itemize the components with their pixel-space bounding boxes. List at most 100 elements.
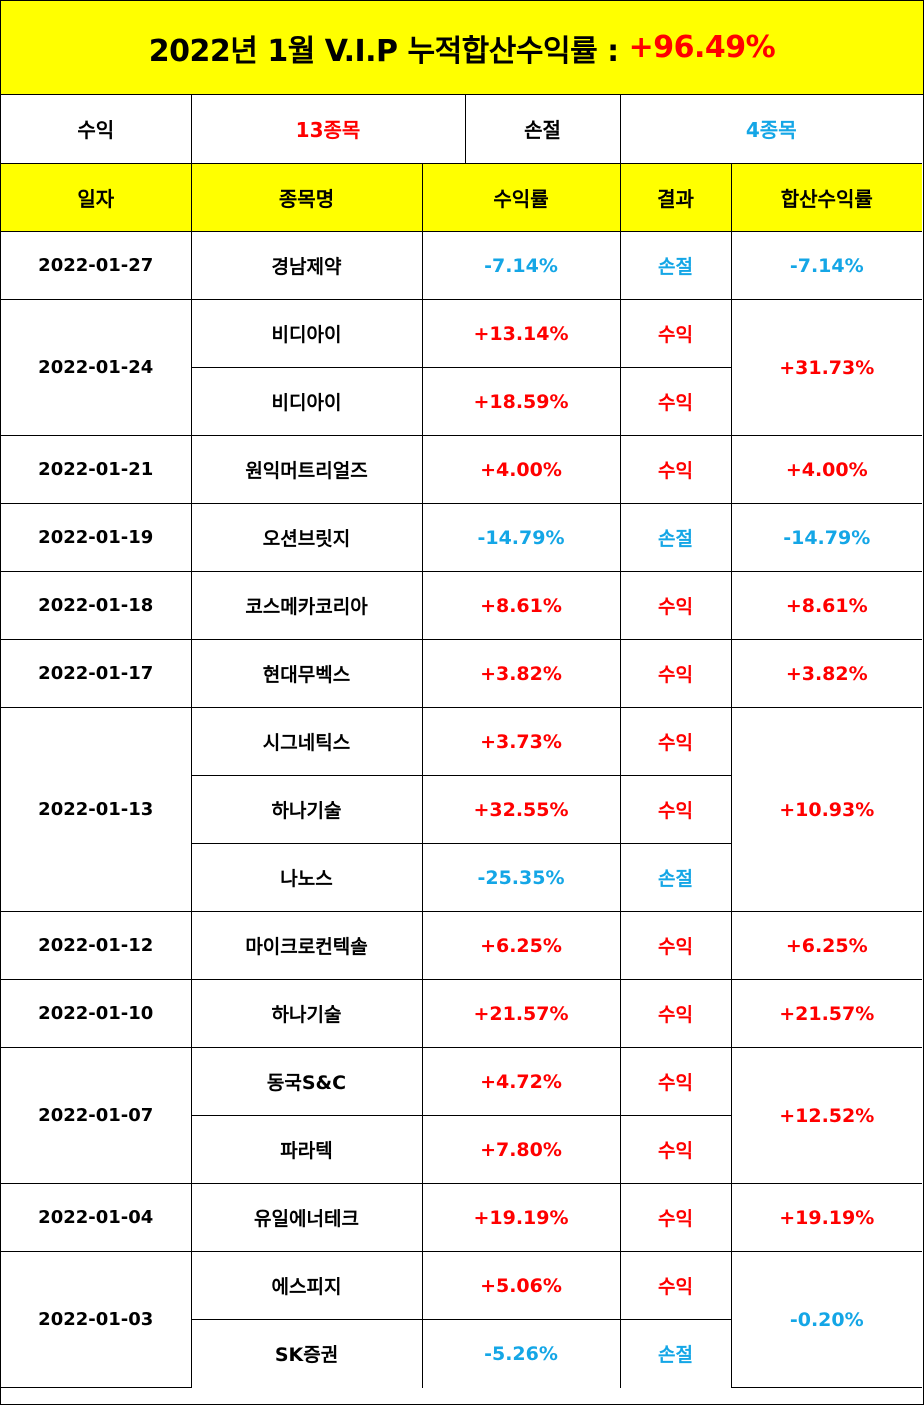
header-date: 일자	[1, 163, 192, 232]
summary-row: 수익 13종목 손절 4종목	[1, 95, 922, 164]
return-rate: +21.57%	[421, 979, 621, 1048]
combined-return: +10.93%	[730, 707, 922, 912]
trade-result: 수익	[619, 1047, 732, 1116]
trade-result: 수익	[619, 979, 732, 1048]
trade-result: 수익	[619, 1251, 732, 1320]
table-row: SK증권 -5.26% 손절	[1, 1319, 922, 1388]
table-row: 2022-01-13 시그네틱스 +3.73% 수익 +10.93%	[1, 707, 922, 912]
stock-name: 하나기술	[191, 775, 423, 844]
table-row: 2022-01-12 마이크로컨텍솔 +6.25% 수익 +6.25%	[1, 911, 922, 980]
stock-name: 비디아이	[190, 299, 423, 368]
page-title: 2022년 1월 V.I.P 누적합산수익률 : +96.49%	[1, 1, 923, 95]
profit-label: 수익	[1, 95, 192, 164]
stock-name: 동국S&C	[190, 1047, 423, 1116]
combined-return: +3.82%	[730, 639, 922, 708]
stock-name: 원익머트리얼즈	[190, 435, 423, 504]
trades-body: 일자 종목명 수익률 결과 합산수익률 2022-01-27 경남제약 -7.14%…	[1, 163, 922, 1388]
table-row: 2022-01-24 비디아이 +13.14% 수익 +31.73%	[1, 299, 922, 436]
table-row: 2022-01-19 오션브릿지 -14.79% 손절 -14.79%	[1, 503, 922, 572]
combined-return: +21.57%	[730, 979, 922, 1048]
combined-return: +31.73%	[730, 299, 922, 436]
return-rate: -14.79%	[421, 503, 621, 572]
trade-date: 2022-01-03	[1, 1251, 192, 1388]
stock-name: 경남제약	[190, 231, 423, 300]
stock-name: 비디아이	[191, 367, 423, 436]
combined-return: -7.14%	[730, 231, 922, 300]
trade-result: 손절	[619, 503, 732, 572]
trade-date: 2022-01-04	[1, 1183, 192, 1252]
combined-return: -14.79%	[730, 503, 922, 572]
trade-result: 수익	[619, 639, 732, 708]
return-rate: +32.55%	[421, 775, 621, 844]
loss-label: 손절	[464, 95, 621, 164]
return-rate: +3.82%	[421, 639, 621, 708]
table-row: 2022-01-10 하나기술 +21.57% 수익 +21.57%	[1, 979, 922, 1048]
trade-date: 2022-01-07	[1, 1047, 192, 1184]
stock-name: 마이크로컨텍솔	[190, 911, 423, 980]
trade-result: 수익	[619, 911, 732, 980]
table-row: 파라텍 +7.80% 수익	[1, 1115, 922, 1184]
table-row: 2022-01-07 동국S&C +4.72% 수익 +12.52%	[1, 1047, 922, 1184]
trade-result: 수익	[619, 435, 732, 504]
combined-return: +19.19%	[730, 1183, 922, 1252]
table-row: 비디아이 +18.59% 수익	[1, 367, 922, 436]
trade-date: 2022-01-12	[1, 911, 192, 980]
header-total: 합산수익률	[730, 163, 922, 232]
stock-name: SK증권	[191, 1319, 423, 1388]
table-row: 2022-01-17 현대무벡스 +3.82% 수익 +3.82%	[1, 639, 922, 708]
stock-name: 파라텍	[191, 1115, 423, 1184]
trade-date: 2022-01-10	[1, 979, 192, 1048]
return-rate: +18.59%	[421, 367, 621, 436]
header-rate: 수익률	[421, 163, 621, 232]
return-rate: +13.14%	[421, 299, 621, 368]
trade-result: 손절	[619, 843, 731, 912]
table-row: 하나기술 +32.55% 수익	[1, 775, 922, 844]
trades-table: 일자 종목명 수익률 결과 합산수익률 2022-01-27 경남제약 -7.14%…	[1, 163, 922, 1388]
trade-result: 손절	[619, 231, 732, 300]
stock-name: 시그네틱스	[190, 707, 423, 776]
return-rate: +19.19%	[421, 1183, 621, 1252]
trade-result: 수익	[619, 299, 732, 368]
trade-result: 수익	[619, 1115, 731, 1184]
combined-return: +8.61%	[730, 571, 922, 640]
table-row: 2022-01-04 유일에너테크 +19.19% 수익 +19.19%	[1, 1183, 922, 1252]
combined-return: +6.25%	[730, 911, 922, 980]
loss-count: 4종목	[619, 95, 922, 164]
return-rate: +6.25%	[421, 911, 621, 980]
total-return: +96.49%	[628, 30, 776, 65]
title-text: 2022년 1월 V.I.P 누적합산수익률 :	[148, 33, 619, 69]
stock-name: 코스메카코리아	[190, 571, 423, 640]
table-row: 2022-01-27 경남제약 -7.14% 손절 -7.14%	[1, 231, 922, 300]
return-rate: +4.00%	[421, 435, 621, 504]
trade-date: 2022-01-17	[1, 639, 192, 708]
trade-date: 2022-01-19	[1, 503, 192, 572]
trade-result: 수익	[619, 707, 732, 776]
trade-date: 2022-01-13	[1, 707, 192, 912]
header-row: 일자 종목명 수익률 결과 합산수익률	[1, 163, 922, 232]
summary-table: 수익 13종목 손절 4종목	[1, 95, 922, 164]
trade-result: 수익	[619, 367, 731, 436]
header-stock: 종목명	[190, 163, 423, 232]
profit-count: 13종목	[190, 95, 466, 164]
table-row: 나노스 -25.35% 손절	[1, 843, 922, 912]
table-row: 2022-01-21 원익머트리얼즈 +4.00% 수익 +4.00%	[1, 435, 922, 504]
return-rate: +3.73%	[421, 707, 621, 776]
trade-date: 2022-01-24	[1, 299, 192, 436]
header-result: 결과	[619, 163, 732, 232]
trade-date: 2022-01-18	[1, 571, 192, 640]
return-rate: -5.26%	[421, 1319, 621, 1388]
trade-result: 수익	[619, 775, 731, 844]
combined-return: -0.20%	[730, 1251, 922, 1388]
stock-name: 하나기술	[190, 979, 423, 1048]
return-rate: -7.14%	[421, 231, 621, 300]
stock-name: 유일에너테크	[190, 1183, 423, 1252]
table-row: 2022-01-03 에스피지 +5.06% 수익 -0.20%	[1, 1251, 922, 1388]
trade-result: 수익	[619, 571, 732, 640]
table-row: 2022-01-18 코스메카코리아 +8.61% 수익 +8.61%	[1, 571, 922, 640]
return-rate: +5.06%	[421, 1251, 621, 1320]
return-rate: +4.72%	[421, 1047, 621, 1116]
trade-date: 2022-01-21	[1, 435, 192, 504]
return-rate: +8.61%	[421, 571, 621, 640]
return-rate: -25.35%	[421, 843, 621, 912]
